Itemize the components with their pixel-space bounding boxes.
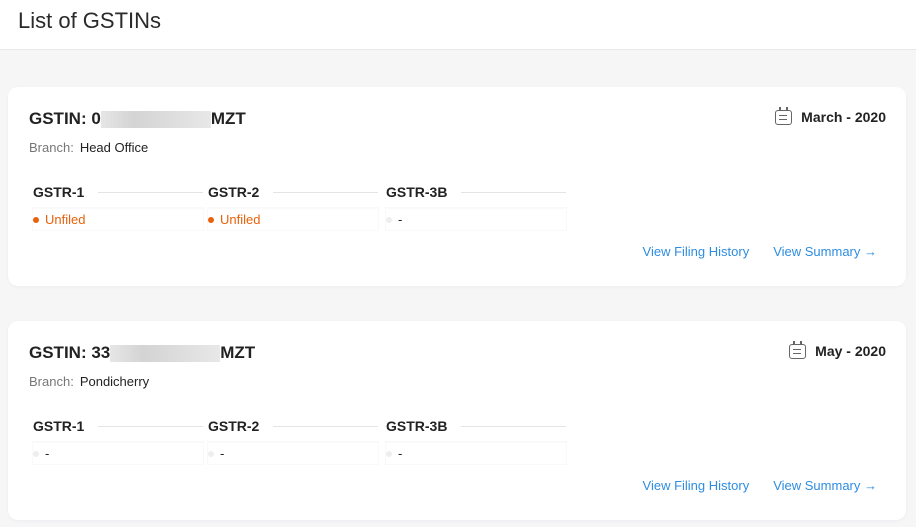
return-gstr-1: GSTR-1 Unfiled	[33, 184, 203, 230]
status-text: -	[398, 212, 403, 227]
status-dot-icon	[208, 216, 214, 223]
page-header: List of GSTINs	[0, 0, 916, 50]
divider	[273, 191, 378, 193]
status-dot-icon	[386, 450, 392, 457]
branch: Branch: Head Office	[29, 140, 148, 155]
return-gstr-3b: GSTR-3B -	[386, 184, 566, 230]
divider	[461, 425, 566, 427]
gstin-card: GSTIN: 33 MZT Branch: Pondicherry May - 20…	[8, 321, 906, 520]
period: May - 2020	[789, 340, 886, 359]
return-name: GSTR-1	[33, 418, 85, 434]
gstin-prefix: 33	[91, 343, 111, 362]
return-status: Unfiled	[208, 208, 378, 230]
branch-label: Branch:	[29, 374, 74, 389]
return-gstr-2: GSTR-2 Unfiled	[208, 184, 378, 230]
return-status: Unfiled	[33, 208, 203, 230]
view-summary-link[interactable]: View Summary →	[773, 244, 877, 259]
gstin-number: GSTIN: 33 MZT	[29, 343, 255, 363]
view-filing-history-link[interactable]: View Filing History	[642, 244, 750, 259]
return-status: -	[386, 442, 566, 464]
branch-value: Pondicherry	[79, 374, 150, 389]
gstin-suffix: MZT	[220, 343, 256, 362]
status-dot-icon	[33, 450, 39, 457]
period-value: March - 2020	[801, 109, 886, 125]
return-status: -	[386, 208, 566, 230]
return-gstr-1: GSTR-1 -	[33, 418, 203, 464]
return-name: GSTR-1	[33, 184, 85, 200]
status-text: Unfiled	[45, 212, 86, 227]
gstin-number: GSTIN: 0 MZT	[29, 109, 246, 129]
status-dot-icon	[33, 216, 39, 223]
calendar-icon	[775, 106, 793, 125]
view-filing-history-link[interactable]: View Filing History	[642, 478, 750, 493]
status-text: Unfiled	[220, 212, 261, 227]
branch-value: Head Office	[79, 140, 149, 155]
status-text: -	[45, 446, 50, 461]
return-status: -	[208, 442, 378, 464]
period-value: May - 2020	[815, 343, 886, 359]
status-dot-icon	[386, 216, 392, 223]
view-summary-link[interactable]: View Summary →	[773, 478, 877, 493]
branch-label: Branch:	[29, 140, 74, 155]
redacted-block	[110, 344, 221, 362]
return-gstr-3b: GSTR-3B -	[386, 418, 566, 464]
gstin-label: GSTIN:	[29, 343, 87, 362]
return-name: GSTR-3B	[386, 418, 448, 434]
status-dot-icon	[208, 450, 214, 457]
branch: Branch: Pondicherry	[29, 374, 149, 389]
period: March - 2020	[775, 106, 886, 125]
return-name: GSTR-3B	[386, 184, 448, 200]
redacted-block	[100, 110, 211, 128]
status-text: -	[220, 446, 225, 461]
gstin-card: GSTIN: 0 MZT Branch: Head Office March - 2…	[8, 87, 906, 286]
divider	[98, 191, 203, 193]
gstin-label: GSTIN:	[29, 109, 87, 128]
gstin-suffix: MZT	[210, 109, 246, 128]
page-title: List of GSTINs	[18, 8, 162, 33]
return-name: GSTR-2	[208, 184, 260, 200]
calendar-icon	[789, 340, 807, 359]
return-status: -	[33, 442, 203, 464]
divider	[98, 425, 203, 427]
return-gstr-2: GSTR-2 -	[208, 418, 378, 464]
return-name: GSTR-2	[208, 418, 260, 434]
divider	[273, 425, 378, 427]
status-text: -	[398, 446, 403, 461]
divider	[461, 191, 566, 193]
gstin-prefix: 0	[91, 109, 101, 128]
